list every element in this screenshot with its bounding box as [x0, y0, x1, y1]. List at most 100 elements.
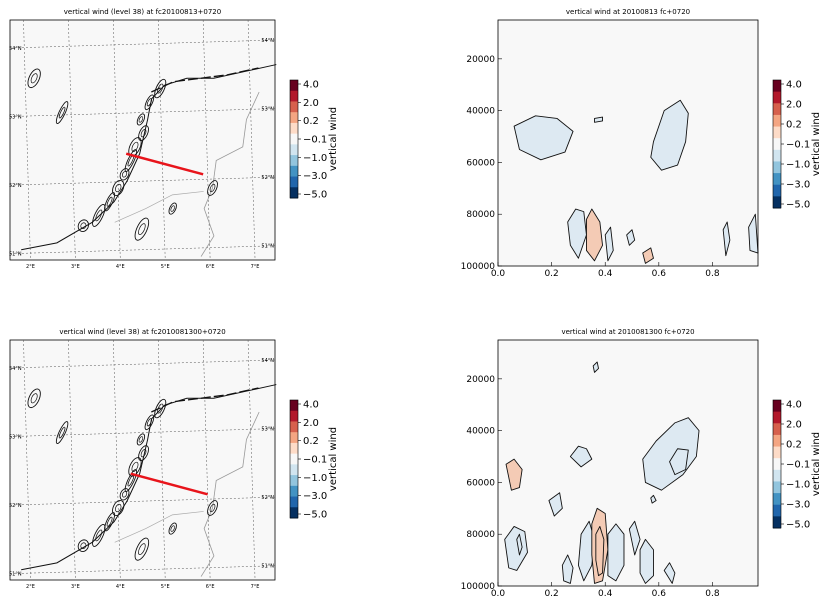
wind-contour-inner — [95, 529, 103, 542]
wind-contour-inner — [170, 525, 175, 532]
colorbar-tick-label: 4.0 — [786, 400, 802, 411]
meridian-line — [157, 19, 166, 261]
parallel-line — [9, 496, 276, 506]
lat-label-right: 52°N — [261, 175, 274, 181]
lon-label: 2°E — [26, 264, 35, 270]
x-tick-label: 0.4 — [598, 269, 613, 279]
lon-label: 5°E — [161, 264, 170, 270]
colorbar-tick-label: −1.0 — [303, 473, 327, 484]
downdraft-contour — [639, 538, 654, 584]
wind-contour — [134, 537, 150, 561]
y-tick-label: 20000 — [466, 55, 495, 65]
lon-label: 3°E — [71, 264, 80, 270]
wind-contour — [55, 421, 69, 444]
colorbar-tick-label: −1.0 — [786, 480, 810, 491]
lat-label-left: 53°N — [9, 435, 22, 441]
islands — [151, 387, 259, 413]
colorbar-segment — [290, 165, 298, 178]
wind-contour — [134, 217, 150, 241]
wind-contour-inner — [138, 436, 144, 443]
wind-contour-inner — [146, 418, 152, 427]
downdraft-contour — [663, 562, 676, 584]
downdraft-contour — [642, 417, 700, 491]
meridian-line — [202, 339, 211, 581]
colorbar-segment — [290, 187, 298, 199]
colorbar-segment — [290, 155, 298, 167]
meridian-line — [68, 19, 76, 261]
map-plot-bottom: vertical wind (level 38) at fc2010081300… — [9, 328, 339, 590]
downdraft-contour — [628, 520, 641, 556]
parallel-line — [9, 176, 276, 186]
colorbar-segment — [290, 442, 298, 455]
lat-label-right: 51°N — [261, 564, 274, 570]
wind-contour-inner — [121, 491, 128, 498]
wind-contour-inner — [140, 129, 147, 138]
wind-contour-inner — [80, 222, 87, 229]
lon-label: 4°E — [116, 264, 125, 270]
colorbar-segment — [773, 149, 781, 162]
wind-contour — [27, 388, 41, 409]
wind-contour — [138, 445, 149, 462]
y-tick-label: 40000 — [466, 107, 495, 117]
wind-contour — [154, 78, 167, 99]
lat-label-left: 51°N — [9, 252, 22, 258]
colorbar-segment — [773, 80, 781, 93]
wind-contour-inner — [138, 543, 146, 556]
colorbar-label: vertical wind — [811, 432, 822, 496]
colorbar-segment — [773, 161, 781, 174]
colorbar-segment — [290, 464, 298, 476]
wind-contour — [119, 488, 130, 501]
y-tick-label: 60000 — [466, 478, 495, 488]
x-tick-label: 0.8 — [705, 269, 720, 279]
colorbar-segment — [773, 493, 781, 506]
downdraft-contour — [607, 523, 625, 582]
wind-contour — [168, 522, 177, 535]
downdraft-contour — [722, 221, 731, 257]
colorbar-tick-label: −0.1 — [786, 140, 810, 151]
downdraft-contour — [548, 492, 563, 517]
meridian-line — [202, 19, 211, 261]
colorbar-tick-label: −5.0 — [303, 510, 327, 521]
parallel-line — [9, 39, 276, 49]
colorbar-segment — [290, 496, 298, 508]
colorbar-tick-label: 0.2 — [786, 440, 802, 451]
wind-contour — [154, 398, 167, 419]
x-tick-label: 0.8 — [705, 589, 720, 599]
colorbar-tick-label: 4.0 — [303, 80, 319, 91]
updraft-contour — [586, 208, 603, 262]
colorbar-segment — [773, 400, 781, 413]
downdraft-contour — [594, 116, 603, 123]
meridian-line — [157, 339, 166, 581]
section-plot-top: vertical wind at 20100813 fc+0720 0.0 0.2 0… — [461, 8, 822, 279]
wind-contour — [207, 500, 218, 516]
wind-contour — [55, 101, 69, 124]
wind-contour-inner — [30, 393, 38, 404]
map-panel-bottom: vertical wind (level 38) at fc2010081300… — [0, 320, 340, 606]
section-frame — [497, 339, 759, 587]
colorbar-segment — [773, 481, 781, 494]
downdraft-contour — [626, 229, 636, 246]
colorbar-segment — [773, 184, 781, 197]
colorbar-tick-label: 4.0 — [786, 80, 802, 91]
colorbar-segment — [290, 112, 298, 124]
colorbar-tick-label: −5.0 — [786, 200, 810, 211]
colorbar-segment — [290, 101, 298, 113]
colorbar-segment — [290, 80, 298, 92]
lon-label: 6°E — [206, 264, 215, 270]
wind-contour-inner — [140, 449, 147, 458]
lat-label-right: 51°N — [261, 244, 274, 250]
downdraft-contour — [592, 361, 599, 373]
wind-contour — [128, 457, 142, 477]
lon-label: 2°E — [26, 584, 35, 590]
colorbar-segment — [290, 90, 298, 102]
lat-label-left: 53°N — [9, 115, 22, 121]
wind-contour — [77, 219, 90, 232]
section-background — [498, 340, 758, 586]
wind-contour-inner — [58, 106, 66, 119]
colorbar-label: vertical wind — [328, 107, 339, 171]
colorbar-tick-label: 2.0 — [786, 420, 802, 431]
colorbar-tick-label: 0.2 — [786, 120, 802, 131]
colorbar-segment — [773, 411, 781, 424]
wind-contour-inner — [138, 223, 146, 236]
colorbar-segment — [773, 114, 781, 128]
